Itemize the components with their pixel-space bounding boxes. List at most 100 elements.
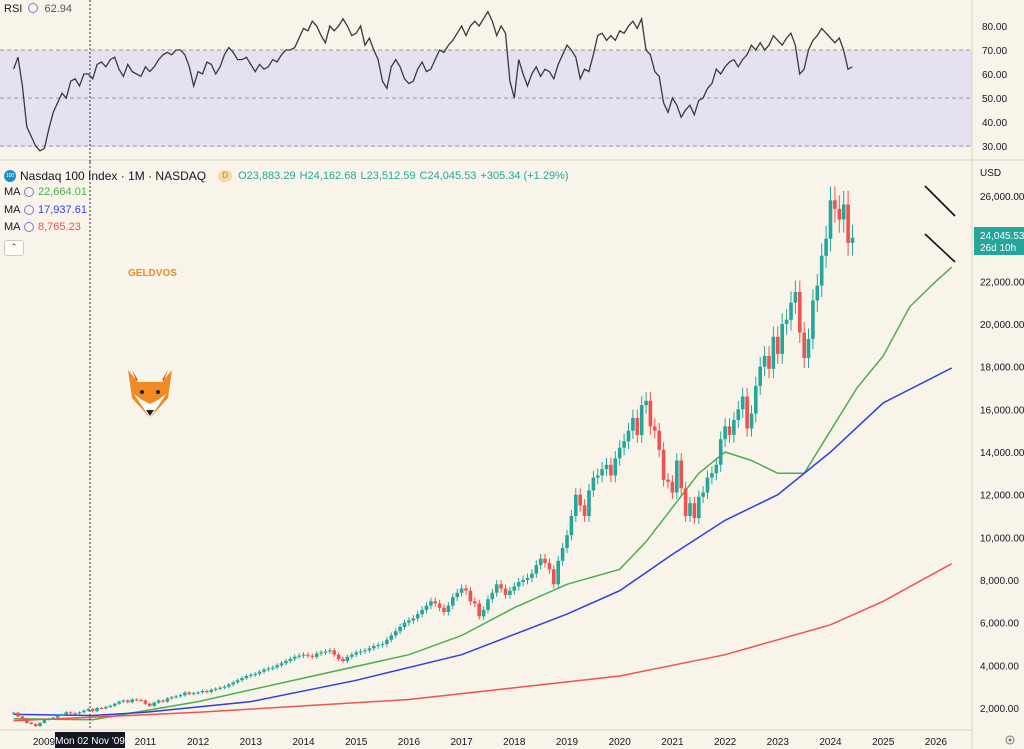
candle-body <box>398 626 402 632</box>
candle-body <box>429 601 433 606</box>
candle-body <box>552 569 556 585</box>
candle-body <box>336 654 341 659</box>
candle-body <box>389 635 394 640</box>
candle-body <box>697 496 701 519</box>
ma-legend-1[interactable]: MA 22,664.01 <box>4 186 87 198</box>
rsi-settings-icon[interactable] <box>28 3 39 13</box>
settings-gear-icon[interactable] <box>1005 735 1015 745</box>
candle-body <box>806 338 811 359</box>
candle-body <box>600 469 604 476</box>
candle-body <box>95 708 99 712</box>
candle-body <box>833 200 837 209</box>
candle-body <box>297 655 301 657</box>
candle-body <box>837 208 842 220</box>
price-axis-tick: 26,000.00 <box>980 192 1024 203</box>
candle-body <box>762 356 767 367</box>
rsi-axis-tick: 40.00 <box>982 118 1007 129</box>
candle-body <box>455 592 459 598</box>
ma-settings-icon[interactable] <box>24 222 34 232</box>
candle-body <box>613 458 618 476</box>
candle-body <box>332 650 336 655</box>
ma-line-3 <box>13 563 953 722</box>
candle-body <box>727 426 732 435</box>
time-axis-year: 2020 <box>609 737 632 748</box>
candle-body <box>376 645 380 647</box>
candle-body <box>503 588 508 595</box>
last-price-badge <box>974 227 1024 255</box>
price-axis-tick: 8,000.00 <box>980 576 1019 587</box>
ma-legend-3[interactable]: MA 8,765.23 <box>4 221 81 233</box>
rsi-axis-tick: 80.00 <box>982 22 1007 33</box>
ma-settings-icon[interactable] <box>24 205 34 215</box>
candle-body <box>661 449 666 480</box>
candle-body <box>723 426 727 440</box>
ma-label: MA <box>4 204 21 216</box>
candle-body <box>319 652 323 654</box>
candle-body <box>240 678 244 681</box>
candle-body <box>631 417 635 431</box>
candle-body <box>793 292 798 303</box>
candle-body <box>644 400 648 406</box>
candle-body <box>235 680 240 683</box>
market-status-badge[interactable]: D <box>218 170 233 182</box>
candle-body <box>784 319 789 324</box>
candle-body <box>99 708 104 709</box>
time-axis-year: 2013 <box>240 737 263 748</box>
candle-body <box>569 516 574 536</box>
candle-body <box>508 590 512 595</box>
candle-body <box>306 654 310 656</box>
ma-settings-icon[interactable] <box>24 187 34 197</box>
candle-body <box>11 712 16 714</box>
candle-body <box>266 668 271 670</box>
candle-body <box>626 430 631 442</box>
symbol-title[interactable]: Nasdaq 100 Index · 1M · NASDAQ <box>20 169 207 183</box>
rsi-label: RSI <box>4 3 23 15</box>
candle-body <box>143 700 148 704</box>
candle-body <box>262 669 266 672</box>
candle-body <box>666 479 670 482</box>
symbol-legend[interactable]: 100 Nasdaq 100 Index · 1M · NASDAQ D O23… <box>4 169 569 183</box>
rsi-axis-tick: 50.00 <box>982 94 1007 105</box>
candle-body <box>415 614 420 619</box>
candle-body <box>288 658 293 661</box>
candle-body <box>815 285 820 301</box>
candle-body <box>68 712 73 714</box>
price-axis-tick: 4,000.00 <box>980 661 1019 672</box>
price-axis-tick: 14,000.00 <box>980 448 1024 459</box>
rsi-panel[interactable]: 80.00 70.00 60.00 50.00 40.00 30.00 <box>0 0 1024 162</box>
candle-body <box>433 601 437 604</box>
candle-body <box>196 692 200 694</box>
candle-body <box>525 577 530 580</box>
candle-body <box>437 603 442 608</box>
candle-body <box>108 705 113 707</box>
candle-body <box>516 582 521 587</box>
rsi-legend[interactable]: RSI 62.94 <box>4 3 72 15</box>
candle-body <box>468 590 473 602</box>
ma-legend-2[interactable]: MA 17,937.61 <box>4 204 87 216</box>
candle-body <box>846 204 850 243</box>
candle-body <box>543 558 547 563</box>
ohlc-open: O23,883.29 <box>238 170 296 182</box>
candle-body <box>284 661 288 664</box>
candle-body <box>33 724 38 727</box>
candle-body <box>710 473 714 478</box>
candle-body <box>407 620 411 623</box>
candle-body <box>653 426 657 431</box>
candle-body <box>222 686 227 688</box>
candle-body <box>780 324 784 354</box>
candle-body <box>73 713 77 715</box>
currency-label[interactable]: USD <box>980 168 1001 179</box>
candle-body <box>749 413 754 429</box>
wedge-upper-trendline[interactable] <box>924 185 956 217</box>
candle-body <box>393 631 398 636</box>
candle-body <box>547 562 552 570</box>
candle-body <box>530 573 534 578</box>
price-axis-tick: 22,000.00 <box>980 277 1024 288</box>
price-chart[interactable]: 26,000.0024,000.0022,000.0020,000.0018,0… <box>0 162 1024 749</box>
wedge-lower-trendline[interactable] <box>924 233 956 263</box>
candle-body <box>635 417 640 435</box>
time-axis-year: 2016 <box>398 737 421 748</box>
candle-body <box>301 654 306 656</box>
legend-collapse-button[interactable]: ⌃ <box>4 240 24 256</box>
rsi-value: 62.94 <box>44 3 72 15</box>
